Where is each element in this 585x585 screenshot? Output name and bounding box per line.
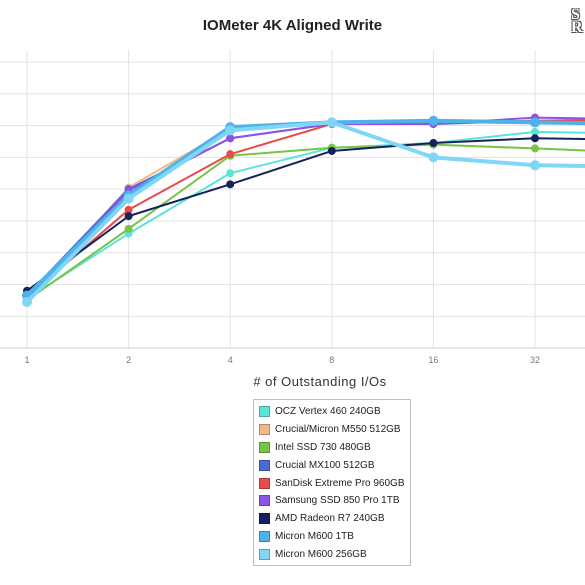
series-lines [22,113,585,307]
data-point [226,150,235,159]
legend-item: Crucial/Micron M550 512GB [254,421,410,439]
data-point [226,134,235,143]
legend-swatch [259,406,270,418]
legend-label: Crucial MX100 512GB [275,459,375,471]
x-tick-label: 2 [126,355,131,365]
x-tick-label: 16 [428,355,438,365]
series-3 [23,116,585,300]
series-5 [23,113,585,303]
legend-item: OCZ Vertex 460 240GB [254,403,410,421]
data-point [326,117,337,128]
legend-swatch [259,459,270,471]
x-tick-label: 1 [24,355,29,365]
data-point [428,115,439,126]
x-axis-label: # of Outstanding I/Os [253,374,387,389]
legend-swatch [259,530,270,542]
x-tick-label: 8 [329,355,334,365]
x-tick-labels: 1 2 4 8 16 32 [24,355,540,365]
data-point [22,296,32,307]
legend-label: Crucial/Micron M550 512GB [275,424,401,436]
data-point [531,134,539,143]
legend-swatch [259,477,270,489]
legend-swatch [259,548,270,560]
legend-label: Samsung SSD 850 Pro 1TB [275,495,400,507]
legend-label: AMD Radeon R7 240GB [275,513,385,525]
series-4 [23,116,585,302]
legend-label: Micron M600 256GB [275,548,367,560]
data-point [530,160,540,171]
data-point [429,139,438,148]
legend-swatch [259,424,270,436]
chart-title: IOMeter 4K Aligned Write [202,17,383,34]
legend-swatch [259,441,270,453]
legend-label: OCZ Vertex 460 240GB [275,406,381,418]
legend-label: Micron M600 1TB [275,530,354,542]
data-point [226,169,235,178]
data-point [124,224,133,233]
legend-swatch [259,495,270,507]
data-point [123,193,134,204]
legend-item: Micron M600 1TB [254,528,410,546]
series-8 [22,117,585,307]
legend-item: Crucial MX100 512GB [254,456,410,474]
data-point [530,117,540,128]
x-tick-label: 4 [228,355,233,365]
series-line [26,143,585,302]
data-point [124,212,133,221]
legend-swatch [259,513,270,525]
data-point [531,127,539,136]
legend-item: SanDisk Extreme Pro 960GB [254,474,410,492]
legend-label: SanDisk Extreme Pro 960GB [275,477,405,489]
legend-item: Samsung SSD 850 Pro 1TB [254,492,410,510]
series-6 [23,134,585,295]
data-point [531,144,539,153]
data-point [327,146,336,155]
chart-legend: OCZ Vertex 460 240GB Crucial/Micron M550 … [253,399,411,567]
data-point [225,125,236,136]
legend-item: Micron M600 256GB [254,545,410,563]
data-point [124,205,133,214]
series-7 [22,115,585,301]
legend-item: AMD Radeon R7 240GB [254,510,410,528]
legend-item: Intel SSD 730 480GB [254,439,410,457]
data-point [226,180,235,189]
legend-label: Intel SSD 730 480GB [275,441,371,453]
grid-lines [0,50,585,349]
x-tick-label: 32 [530,355,540,365]
data-point [428,152,439,163]
